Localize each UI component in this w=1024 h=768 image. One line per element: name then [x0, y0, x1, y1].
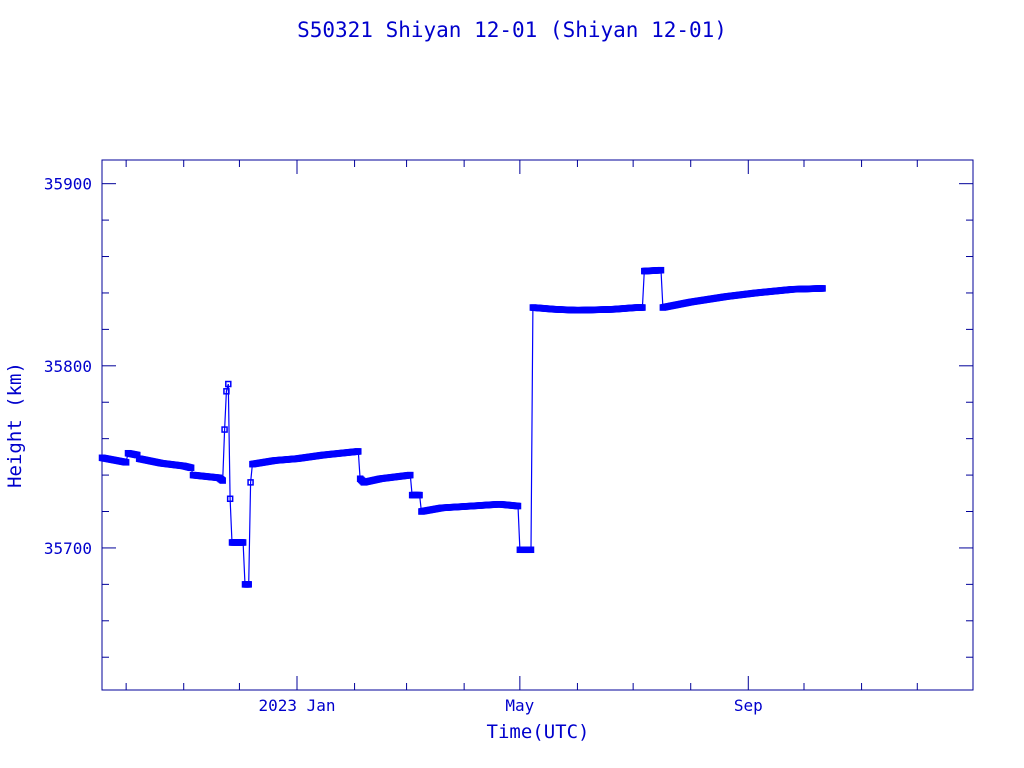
y-axis-tick-labels: 35700 35800 35900 — [44, 175, 92, 558]
x-tick-label: May — [505, 696, 534, 715]
data-point — [225, 380, 232, 388]
data-point — [527, 546, 535, 554]
data-point — [122, 459, 130, 466]
data-point — [187, 464, 195, 472]
data-point — [819, 285, 826, 292]
data-point — [514, 502, 522, 510]
x-tick-label: 2023 Jan — [258, 696, 335, 715]
series-line — [101, 269, 823, 586]
data-point — [239, 539, 247, 546]
x-axis-label: Time(UTC) — [487, 721, 590, 743]
data-point — [219, 477, 226, 484]
y-tick-label: 35800 — [44, 357, 92, 376]
data-point — [639, 304, 646, 311]
y-axis-label: Height (km) — [4, 362, 26, 488]
data-point — [221, 426, 228, 433]
data-point — [407, 471, 414, 479]
y-tick-label: 35700 — [44, 539, 92, 558]
x-tick-label: Sep — [734, 696, 763, 715]
data-point — [223, 388, 230, 395]
data-point — [226, 495, 234, 503]
x-axis-ticks — [125, 160, 918, 690]
data-point — [247, 479, 254, 486]
data-point — [355, 448, 362, 455]
y-axis-ticks — [102, 183, 973, 658]
data-point — [416, 491, 423, 499]
series-group — [98, 266, 826, 588]
data-point — [657, 266, 665, 274]
data-point — [245, 581, 252, 588]
chart-title: S50321 Shiyan 12-01 (Shiyan 12-01) — [297, 18, 727, 42]
x-axis-tick-labels: 2023 Jan May Sep — [258, 696, 762, 715]
plot-frame — [101, 159, 974, 691]
y-tick-label: 35900 — [44, 175, 92, 194]
